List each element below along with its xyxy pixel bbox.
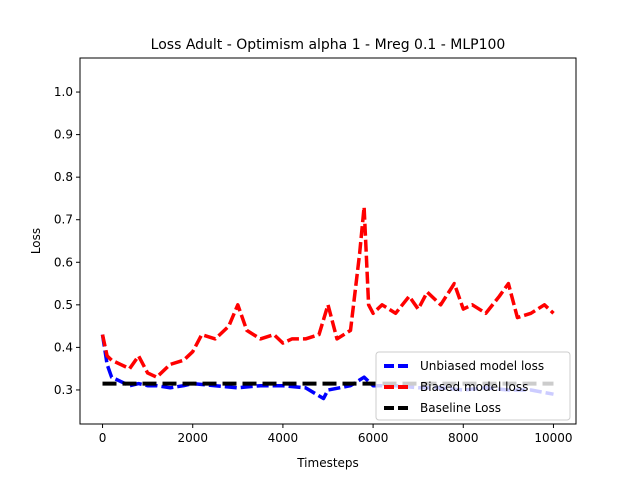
plot-area [100,205,555,401]
x-tick-label: 8000 [448,431,479,445]
y-tick-label: 0.9 [54,128,73,142]
y-tick-label: 1.0 [54,85,73,99]
legend: Unbiased model loss Biased model loss Base… [375,351,571,421]
x-tick-label: 4000 [268,431,299,445]
x-axis-label: Timesteps [296,456,359,470]
y-tick-label: 0.7 [54,213,73,227]
legend-entry: Baseline Loss [420,401,501,415]
x-tick-label: 10000 [534,431,572,445]
chart-title: Loss Adult - Optimism alpha 1 - Mreg 0.1… [151,37,506,53]
y-tick-label: 0.5 [54,298,73,312]
y-axis-label: Loss [29,228,43,254]
x-tick-label: 0 [99,431,107,445]
y-tick-label: 0.3 [54,383,73,397]
legend-box [375,351,571,421]
x-axis: 0 2000 4000 6000 8000 10000 [99,424,573,445]
y-tick-label: 0.8 [54,170,73,184]
y-tick-label: 0.6 [54,255,73,269]
biased-loss-line [100,205,555,379]
y-axis: 0.3 0.4 0.5 0.6 0.7 0.8 0.9 1.0 [54,85,80,397]
x-tick-label: 6000 [358,431,389,445]
plot-frame [79,57,577,425]
x-tick-label: 2000 [177,431,208,445]
legend-entry: Unbiased model loss [420,359,544,373]
y-tick-label: 0.4 [54,340,73,354]
legend-entry: Biased model loss [420,380,528,394]
